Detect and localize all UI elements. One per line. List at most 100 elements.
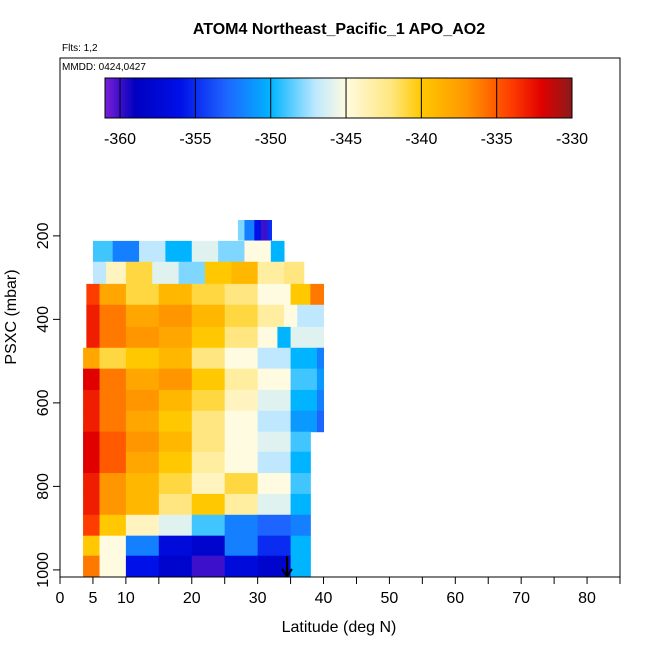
curtain-cell: [254, 220, 262, 241]
curtain-cell: [224, 535, 259, 557]
curtain-cell: [125, 493, 160, 516]
curtain-cell: [191, 493, 226, 516]
curtain-cell: [99, 368, 127, 391]
curtain-cell: [260, 220, 269, 241]
colorbar-tick-label: -360: [104, 131, 136, 148]
curtain-cell: [257, 514, 292, 537]
curtain-cell: [290, 451, 311, 474]
curtain-cell: [290, 347, 318, 370]
x-axis-label: Latitude (deg N): [282, 619, 397, 636]
curtain-cell: [86, 326, 101, 349]
x-tick-label: 0: [56, 590, 65, 607]
curtain-cell: [224, 410, 259, 433]
curtain-cell: [316, 347, 325, 370]
curtain-cell: [224, 555, 259, 578]
curtain-cell: [224, 304, 259, 328]
curtain-cell: [191, 283, 226, 306]
curtain-cell: [125, 326, 160, 349]
y-tick-label: 800: [35, 473, 52, 500]
curtain-cell: [125, 555, 160, 578]
curtain-cell: [244, 240, 272, 263]
curtain-cell: [257, 555, 292, 578]
curtain-cell: [257, 326, 278, 349]
curtain-cell: [99, 389, 127, 412]
curtain-cell: [125, 431, 160, 453]
curtain-cell: [86, 283, 101, 306]
curtain-cell: [99, 326, 127, 349]
x-tick-label: 20: [183, 590, 201, 607]
curtain-cell: [158, 347, 193, 370]
curtain-cell: [125, 535, 160, 557]
curtain-cell: [158, 283, 193, 306]
y-axis-label: PSXC (mbar): [3, 269, 20, 364]
curtain-cell: [290, 326, 325, 349]
curtain-cell: [125, 283, 160, 306]
curtain-cell: [257, 283, 292, 306]
curtain-cell: [178, 261, 206, 285]
curtain-cell: [99, 304, 127, 328]
x-tick-label: 50: [381, 590, 399, 607]
curtain-cell: [158, 451, 193, 474]
annotation: MMDD: 0424,0427: [62, 62, 146, 73]
curtain-cell: [284, 304, 298, 328]
curtain-cell: [158, 326, 193, 349]
x-tick-label: 30: [249, 590, 267, 607]
subtitle: Flts: 1,2: [62, 43, 98, 54]
curtain-cell: [83, 410, 101, 433]
curtain-cell: [158, 473, 193, 495]
curtain-cell: [158, 368, 193, 391]
curtain-cell: [218, 240, 245, 263]
curtain-cell: [99, 514, 127, 537]
curtain-cell: [257, 347, 292, 370]
curtain-cell: [267, 220, 272, 241]
curtain-cell: [106, 261, 127, 285]
curtain-cell: [224, 431, 259, 453]
curtain-cell: [191, 410, 226, 433]
curtain-cell: [99, 493, 127, 516]
colorbar-tick-label: -350: [255, 131, 287, 148]
curtain-cell: [257, 410, 292, 433]
curtain-cell: [112, 240, 140, 263]
curtain-cell: [139, 240, 166, 263]
curtain-cell: [191, 389, 226, 412]
curtain-cell: [125, 304, 160, 328]
chart-title: ATOM4 Northeast_Pacific_1 APO_AO2: [193, 21, 485, 38]
curtain-cell: [290, 389, 318, 412]
curtain-cell: [297, 304, 325, 328]
curtain-cell: [290, 473, 311, 495]
curtain-cell: [83, 451, 101, 474]
colorbar-tick-label: -355: [179, 131, 211, 148]
colorbar-tick-label: -330: [556, 131, 588, 148]
x-tick-label: 40: [315, 590, 333, 607]
curtain-cell: [99, 451, 127, 474]
colorbar-tick-label: -335: [481, 131, 513, 148]
curtain-cell: [99, 347, 127, 370]
x-tick-label: 5: [88, 590, 97, 607]
curtain-cell: [83, 493, 101, 516]
curtain-cell: [125, 514, 160, 537]
curtain-cell: [165, 240, 193, 263]
curtain-cell: [257, 389, 292, 412]
curtain-cell: [290, 555, 311, 578]
curtain-cell: [257, 451, 292, 474]
curtain-cell: [191, 368, 226, 391]
curtain-cell: [158, 555, 193, 578]
curtain-cell: [237, 220, 245, 241]
curtain-cell: [83, 555, 101, 578]
curtain-cell: [125, 261, 153, 285]
curtain-cell: [257, 535, 292, 557]
curtain-cell: [158, 535, 193, 557]
curtain-cell: [99, 410, 127, 433]
x-tick-label: 60: [446, 590, 464, 607]
curtain-cell: [191, 347, 226, 370]
curtain-cell: [224, 389, 259, 412]
curtain-cell: [158, 493, 193, 516]
curtain-cell: [83, 535, 101, 557]
curtain-cell: [86, 304, 101, 328]
curtain-cell: [99, 431, 127, 453]
curtain-cell: [99, 473, 127, 495]
curtain-cell: [191, 326, 226, 349]
curtain-cell: [224, 473, 259, 495]
curtain-cell: [244, 220, 255, 241]
